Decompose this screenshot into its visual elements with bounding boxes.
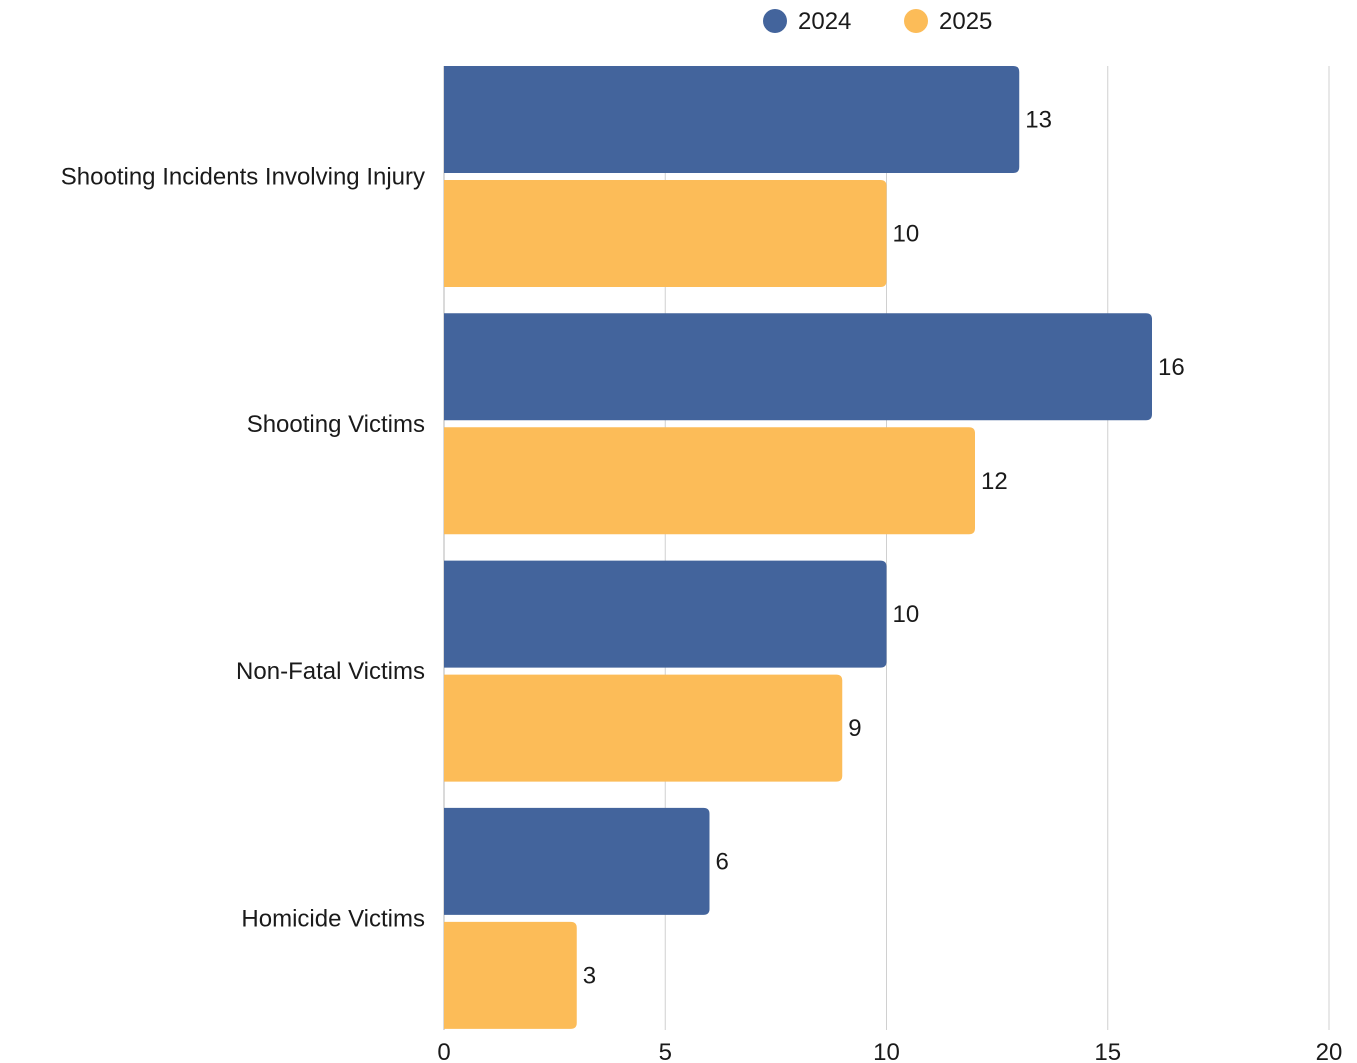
x-tick-label: 20 bbox=[1316, 1039, 1343, 1063]
bar-value-label: 16 bbox=[1158, 354, 1185, 381]
bar-2024 bbox=[444, 313, 1152, 421]
x-axis-tick-labels: 0 5 10 15 20 bbox=[437, 1039, 1342, 1063]
legend-marker-2025 bbox=[904, 9, 928, 33]
bar-2024 bbox=[444, 807, 710, 915]
legend-marker-2024 bbox=[763, 9, 787, 33]
bar-value-label: 10 bbox=[893, 601, 920, 628]
bar-2024 bbox=[444, 66, 1020, 173]
x-tick-label: 0 bbox=[437, 1039, 450, 1063]
bar-value-label: 6 bbox=[716, 848, 729, 875]
category-labels: Shooting Incidents Involving Injury Shoot… bbox=[61, 164, 425, 933]
legend: 2024 2025 bbox=[763, 8, 992, 35]
bar-value-label: 12 bbox=[981, 468, 1008, 495]
x-tick-label: 10 bbox=[873, 1039, 900, 1063]
value-labels: 13 10 16 12 10 9 6 3 bbox=[583, 107, 1185, 990]
bar-value-label: 13 bbox=[1025, 107, 1052, 134]
category-label: Homicide Victims bbox=[241, 905, 425, 932]
bar-value-label: 3 bbox=[583, 962, 596, 989]
legend-label: 2025 bbox=[939, 8, 992, 35]
bar-value-label: 10 bbox=[893, 221, 920, 248]
bar-2025 bbox=[444, 921, 577, 1029]
x-tick-label: 5 bbox=[659, 1039, 672, 1063]
legend-label: 2024 bbox=[798, 8, 851, 35]
bar-2025 bbox=[444, 674, 843, 782]
x-tick-label: 15 bbox=[1094, 1039, 1121, 1063]
bar-value-label: 9 bbox=[848, 715, 861, 742]
category-label: Non-Fatal Victims bbox=[236, 658, 425, 685]
category-label: Shooting Victims bbox=[247, 411, 425, 438]
bar-2024 bbox=[444, 560, 887, 668]
bars bbox=[444, 66, 1152, 1029]
bar-2025 bbox=[444, 180, 887, 287]
category-label: Shooting Incidents Involving Injury bbox=[61, 164, 425, 191]
bar-2025 bbox=[444, 427, 975, 535]
